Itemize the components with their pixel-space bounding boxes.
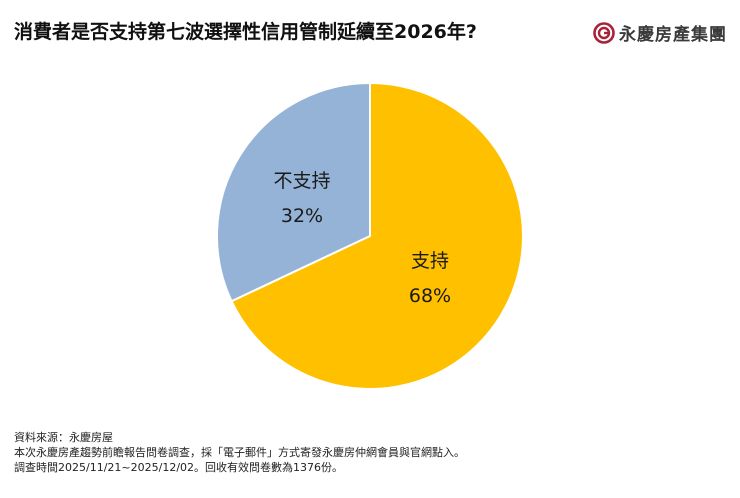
logo-text: 永慶房產集團 bbox=[619, 25, 727, 45]
slice-label-support-value: 68% bbox=[408, 285, 452, 307]
pie-slice-oppose bbox=[216, 81, 371, 303]
slice-label-support-name: 支持 bbox=[410, 250, 449, 272]
method-note: 本次永慶房產趨勢前瞻報告問卷調查，採「電子郵件」方式寄發永慶房仲網會員與官網點入… bbox=[14, 446, 465, 459]
yungching-logo-icon bbox=[593, 21, 615, 44]
pie-slices bbox=[216, 81, 524, 390]
footer-notes: 資料來源：永慶房屋 本次永慶房產趨勢前瞻報告問卷調查，採「電子郵件」方式寄發永慶… bbox=[14, 430, 465, 475]
brand-logo: 永慶房產集團 bbox=[593, 20, 727, 45]
pie-slice-support bbox=[230, 81, 524, 390]
survey-period-note: 調查時間2025/11/21~2025/12/02。回收有效問卷數為1376份。 bbox=[14, 461, 344, 474]
chart-title: 消費者是否支持第七波選擇性信用管制延續至2026年? bbox=[14, 21, 477, 43]
slice-label-oppose: 不支持 32% bbox=[262, 166, 342, 227]
slice-label-support: 支持 68% bbox=[395, 246, 465, 307]
source-note: 資料來源：永慶房屋 bbox=[14, 431, 113, 444]
slice-label-oppose-value: 32% bbox=[280, 205, 324, 227]
slice-label-oppose-name: 不支持 bbox=[273, 170, 331, 192]
